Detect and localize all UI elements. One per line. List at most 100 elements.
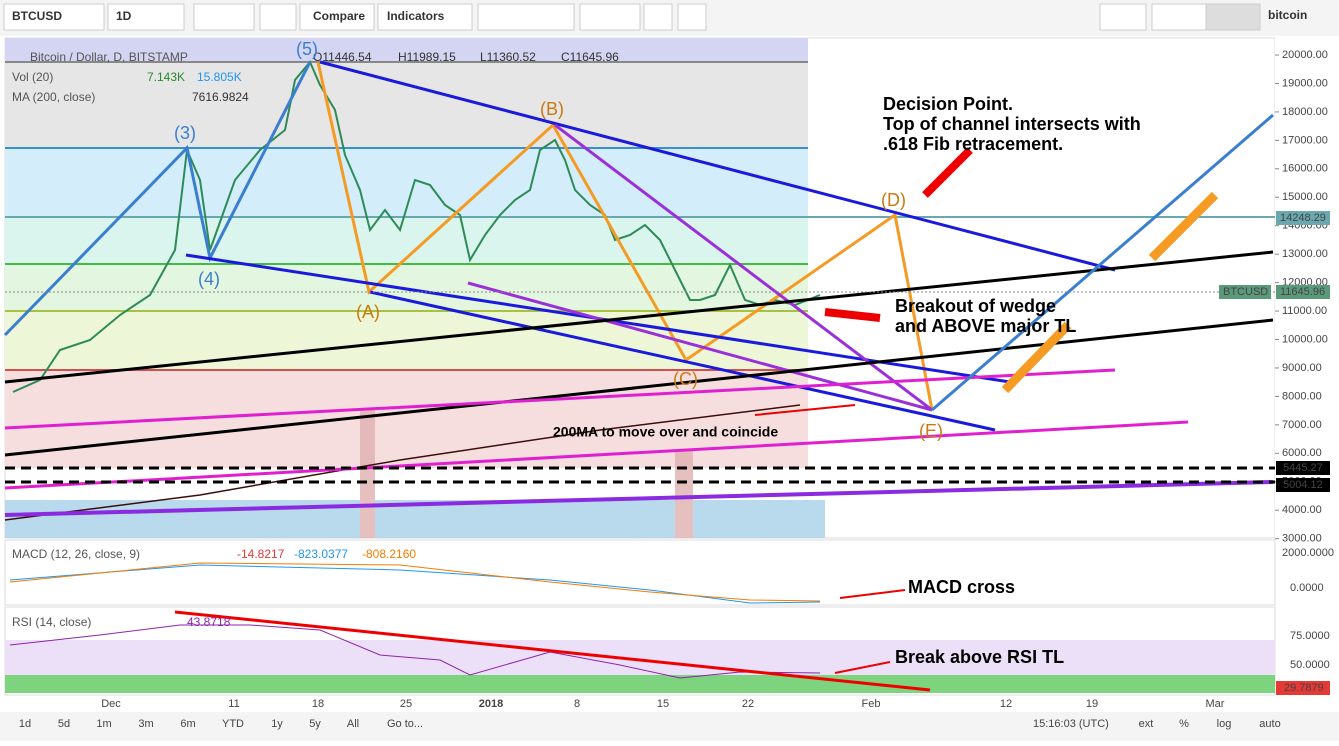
clock: 15:16:03 (UTC) xyxy=(1033,718,1109,730)
scale-options: ext% log auto xyxy=(1139,718,1281,730)
price-tick: 9000.00 xyxy=(1282,362,1322,374)
volume-bar xyxy=(675,450,693,538)
scale-option[interactable]: log xyxy=(1217,718,1232,730)
range-button[interactable]: 5d xyxy=(58,718,70,730)
annotation: .618 Fib retracement. xyxy=(883,134,1063,154)
rsi-label-bg xyxy=(1276,681,1330,695)
price-tick: 8000.00 xyxy=(1282,390,1322,402)
arrow xyxy=(754,404,856,416)
tools[interactable] xyxy=(477,3,575,31)
range-button[interactable]: 6m xyxy=(180,718,195,730)
rsi-oversold xyxy=(5,675,1275,693)
price-tick: 6000.00 xyxy=(1282,447,1322,459)
macd-value: -808.2160 xyxy=(362,547,416,561)
price-tick: 13000.00 xyxy=(1282,248,1328,260)
indicators-button[interactable] xyxy=(377,3,473,31)
bottom-bar xyxy=(0,712,1339,741)
annotation: Top of channel intersects with xyxy=(883,114,1141,134)
rsi-tick: 50.0000 xyxy=(1290,659,1330,671)
annotation: MACD cross xyxy=(908,577,1015,597)
range-button[interactable]: 1y xyxy=(271,718,283,730)
cloud-save[interactable] xyxy=(1205,3,1261,31)
undo-redo[interactable] xyxy=(579,3,641,31)
time-tick: 8 xyxy=(574,698,580,710)
price-tick: 4000.00 xyxy=(1282,504,1322,516)
range-button[interactable]: 1d xyxy=(19,718,31,730)
time-tick: Mar xyxy=(1206,698,1225,710)
replay[interactable] xyxy=(677,3,707,31)
price-tick: 7000.00 xyxy=(1282,419,1322,431)
rsi-trendline xyxy=(174,610,931,692)
range-button[interactable]: YTD xyxy=(222,718,244,730)
fullscreen[interactable] xyxy=(643,3,673,31)
rsi-value: 43.8718 xyxy=(187,615,231,629)
compare-button[interactable] xyxy=(299,3,375,31)
wave-label: (5) xyxy=(296,39,318,59)
annotation: Breakout of wedge xyxy=(895,296,1056,316)
fib-zones xyxy=(5,38,1275,468)
fib-zone xyxy=(5,62,808,148)
symbol-box[interactable] xyxy=(3,3,105,31)
channel-bottom xyxy=(369,290,996,432)
macd-tick: 0.0000 xyxy=(1290,582,1324,594)
purple-line xyxy=(4,480,1274,517)
macd-line xyxy=(9,564,821,604)
price-label: 14248.29 xyxy=(1280,212,1326,224)
price-tick: 17000.00 xyxy=(1282,134,1328,146)
range-buttons: 1d 5d 1m 3m 6m YTD 1y 5y All xyxy=(19,718,359,730)
abc-line xyxy=(316,61,934,411)
time-tick: 25 xyxy=(400,698,412,710)
settings[interactable] xyxy=(259,3,297,31)
annotation: Decision Point. xyxy=(883,94,1013,114)
price-tick: 15000.00 xyxy=(1282,191,1328,203)
ma-name: MA (200, close) xyxy=(12,90,95,104)
time-tick: 12 xyxy=(1000,698,1012,710)
rsi-line xyxy=(9,624,821,679)
wave-line xyxy=(3,61,312,337)
symbol-label: BTCUSD xyxy=(1223,286,1268,298)
time-tick: 22 xyxy=(742,698,754,710)
symbol-label-bg xyxy=(1219,285,1271,299)
range-button[interactable]: All xyxy=(347,718,359,730)
wave-label: (A) xyxy=(356,302,380,322)
range-button[interactable]: 5y xyxy=(309,718,321,730)
scale-option[interactable]: auto xyxy=(1259,718,1280,730)
time-axis: Dec 11 18 25 2018 8 15 22 Feb 12 19 Mar xyxy=(101,698,1225,710)
magenta-line xyxy=(4,420,1189,490)
wave-label: (3) xyxy=(174,123,196,143)
channel-top xyxy=(319,60,1116,272)
macd-pane xyxy=(4,539,1276,606)
ohlc: O11446.54 xyxy=(313,50,372,64)
range-button[interactable]: 1m xyxy=(96,718,111,730)
arrow xyxy=(839,589,906,599)
price-label: 5445.27 xyxy=(1283,462,1323,474)
rsi-tick: 75.0000 xyxy=(1290,630,1330,642)
annotation: 200MA to move over and coincide xyxy=(553,424,778,440)
cloud-load[interactable] xyxy=(1151,3,1207,31)
price-label-bg xyxy=(1276,461,1330,475)
chart-style[interactable] xyxy=(193,3,255,31)
time-tick: 11 xyxy=(228,698,239,710)
wave-label: (D) xyxy=(881,190,906,210)
price-tick: 18000.00 xyxy=(1282,106,1328,118)
interval: 1D xyxy=(116,9,132,23)
macd-name: MACD (12, 26, close, 9) xyxy=(12,547,140,561)
price-path xyxy=(12,60,821,393)
arrow xyxy=(922,147,973,198)
interval-box[interactable] xyxy=(107,3,185,31)
signal-line xyxy=(9,562,821,602)
price-tick: 16000.00 xyxy=(1282,163,1328,175)
time-tick: 15 xyxy=(657,698,669,710)
time-tick: 2018 xyxy=(479,698,503,710)
ohlc: L11360.52 xyxy=(480,50,536,64)
ma-line xyxy=(4,404,801,521)
layout[interactable] xyxy=(1099,3,1147,31)
range-button[interactable]: 3m xyxy=(138,718,153,730)
magenta-line xyxy=(4,368,1116,430)
price-tick: 10000.00 xyxy=(1282,333,1328,345)
scale-option[interactable]: % xyxy=(1179,718,1189,730)
scale-option[interactable]: ext xyxy=(1139,718,1154,730)
account: bitcoin xyxy=(1268,8,1307,22)
goto[interactable]: Go to... xyxy=(387,718,423,730)
